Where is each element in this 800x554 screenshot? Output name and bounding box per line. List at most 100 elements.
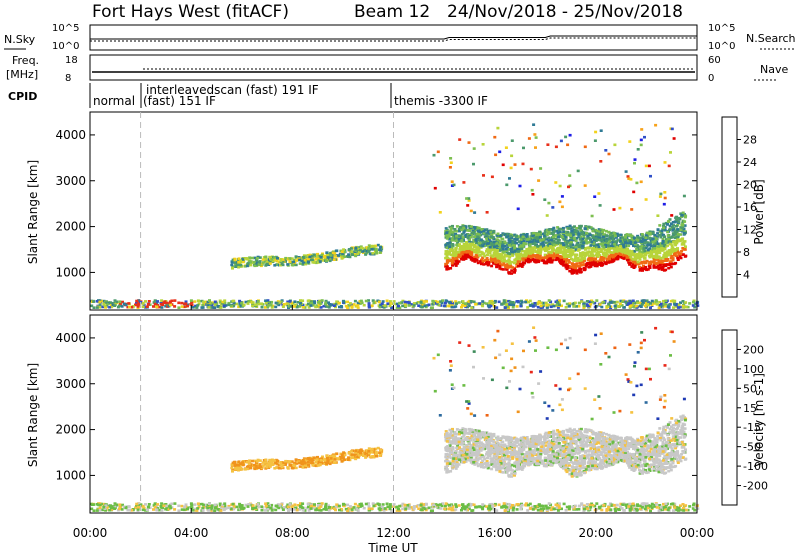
power-cell xyxy=(519,304,523,308)
velocity-cell xyxy=(621,503,625,506)
power-cell xyxy=(614,252,618,256)
power-cell xyxy=(519,244,523,248)
velocity-cell xyxy=(520,503,524,507)
power-cell xyxy=(677,306,680,309)
power-cell xyxy=(564,258,568,262)
power-cell xyxy=(605,253,609,256)
velocity-cell xyxy=(666,508,670,512)
velocity-cell xyxy=(497,503,501,507)
velocity-cell xyxy=(257,505,261,509)
velocity-cell xyxy=(619,502,623,506)
power-cell xyxy=(669,222,673,225)
power-cell xyxy=(659,262,663,265)
power-cell xyxy=(455,243,459,247)
power-cell xyxy=(158,305,161,309)
power-cell xyxy=(461,250,465,254)
power-cell xyxy=(683,215,687,219)
velocity-cell xyxy=(474,506,478,509)
nave-tick-high: 60 xyxy=(708,55,721,66)
power-cell xyxy=(473,226,477,229)
velocity-cell xyxy=(324,502,328,506)
power-cell xyxy=(127,302,131,305)
power-cell xyxy=(516,260,520,263)
velocity-cell xyxy=(235,505,239,509)
velocity-cell xyxy=(353,502,357,506)
power-cell xyxy=(545,304,549,307)
power-cell xyxy=(574,233,578,236)
power-cell xyxy=(497,245,501,249)
velocity-cell xyxy=(608,502,612,505)
power-cell xyxy=(559,139,563,143)
power-cell xyxy=(547,247,550,251)
power-cell xyxy=(610,251,614,254)
power-cell xyxy=(640,251,644,254)
power-cell xyxy=(628,254,632,258)
power-cell xyxy=(593,139,597,142)
power-cell xyxy=(505,265,509,268)
velocity-cell xyxy=(620,507,624,510)
velocity-cell xyxy=(677,509,680,512)
velocity-cell xyxy=(146,506,150,509)
power-cell xyxy=(467,199,471,202)
power-cell xyxy=(648,247,652,250)
velocity-cell xyxy=(180,508,184,511)
power-cell xyxy=(597,230,601,233)
power-cell xyxy=(353,299,357,303)
power-cell xyxy=(590,214,594,218)
power-cell xyxy=(615,233,619,237)
power-cell xyxy=(501,232,505,235)
power-cell xyxy=(314,305,318,309)
power-cell xyxy=(376,243,380,247)
power-cell xyxy=(152,301,156,304)
velocity-cell xyxy=(488,503,492,506)
power-cell xyxy=(535,234,538,238)
power-cell xyxy=(602,252,605,256)
power-cell xyxy=(496,256,500,260)
power-cell xyxy=(569,237,573,240)
power-cell xyxy=(525,233,529,236)
power-cell xyxy=(537,259,540,263)
power-cell xyxy=(505,303,509,306)
power-cell xyxy=(650,303,654,307)
power-cell xyxy=(144,300,147,303)
power-cell xyxy=(566,143,570,147)
power-cell xyxy=(445,253,449,257)
power-cell xyxy=(457,237,461,241)
velocity-cell xyxy=(643,507,647,511)
power-cell xyxy=(337,301,341,305)
power-cell xyxy=(674,232,678,236)
power-cell xyxy=(372,301,376,305)
velocity-cell xyxy=(547,502,551,505)
power-cell xyxy=(581,260,585,264)
velocity-y-axis-label: Slant Range [km] xyxy=(26,363,40,467)
power-cell xyxy=(482,232,486,235)
velocity-cell xyxy=(450,504,454,508)
power-cell xyxy=(493,245,496,249)
power-cell xyxy=(557,246,561,250)
power-cell xyxy=(277,260,281,264)
power-cell xyxy=(614,306,618,310)
power-cell xyxy=(499,259,503,262)
power-cell xyxy=(287,306,290,309)
power-cell xyxy=(618,248,622,252)
power-cell xyxy=(693,305,697,309)
power-cell xyxy=(469,247,473,251)
velocity-cell xyxy=(681,503,685,506)
power-cell xyxy=(237,257,241,260)
velocity-cell xyxy=(206,503,210,507)
power-cell xyxy=(315,304,319,307)
power-cell xyxy=(644,246,648,250)
velocity-cell xyxy=(229,507,233,511)
power-cell xyxy=(537,232,541,236)
power-cell xyxy=(654,123,658,127)
power-cell xyxy=(660,232,664,235)
power-cell xyxy=(511,305,515,309)
power-cell xyxy=(231,265,235,268)
power-cell xyxy=(633,257,637,261)
power-cell xyxy=(586,246,590,250)
velocity-cell xyxy=(662,502,665,506)
velocity-cell xyxy=(412,505,416,508)
velocity-cell xyxy=(350,508,354,511)
power-cell xyxy=(313,301,317,305)
power-cell xyxy=(544,241,548,244)
